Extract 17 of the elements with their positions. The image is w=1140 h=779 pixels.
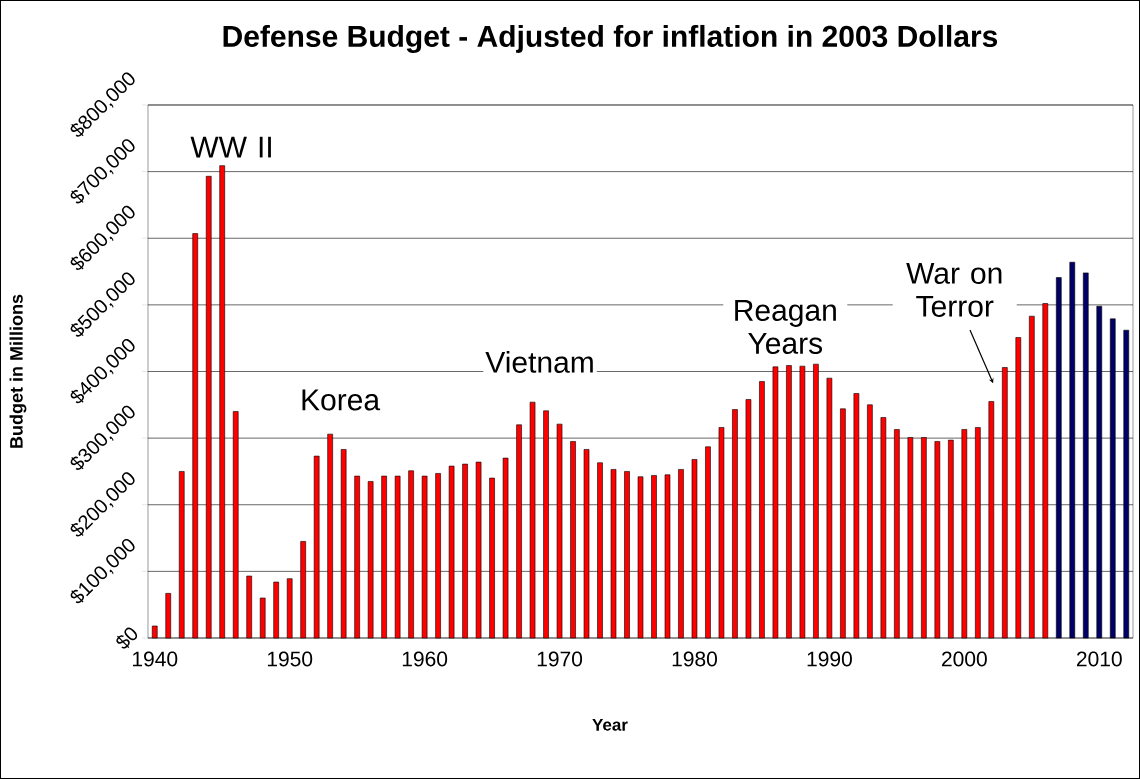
x-tick-label: 1960 xyxy=(402,651,448,667)
y-tick-label: $0 xyxy=(116,627,138,649)
x-axis-title: Year xyxy=(592,718,628,731)
annotation: Reagan Years xyxy=(735,300,836,354)
x-tick-label: 2000 xyxy=(942,651,987,667)
x-tick-label: 1970 xyxy=(537,651,583,667)
chart-title: Defense Budget - Adjusted for inflation in 2003 Dollars xyxy=(223,24,998,54)
x-tick-label: 1950 xyxy=(267,651,313,667)
x-tick-label: 1940 xyxy=(132,651,178,667)
y-axis-title: Budget in Millions xyxy=(9,294,27,448)
x-tick-label: 1980 xyxy=(672,651,717,667)
annotation: Vietnam xyxy=(485,350,593,373)
annotation: War on Terror xyxy=(906,262,1002,317)
annotation: Korea xyxy=(302,389,381,411)
x-tick-label: 1990 xyxy=(807,651,852,667)
x-tick-label: 2010 xyxy=(1076,651,1122,667)
annotation: WW II xyxy=(190,136,271,158)
